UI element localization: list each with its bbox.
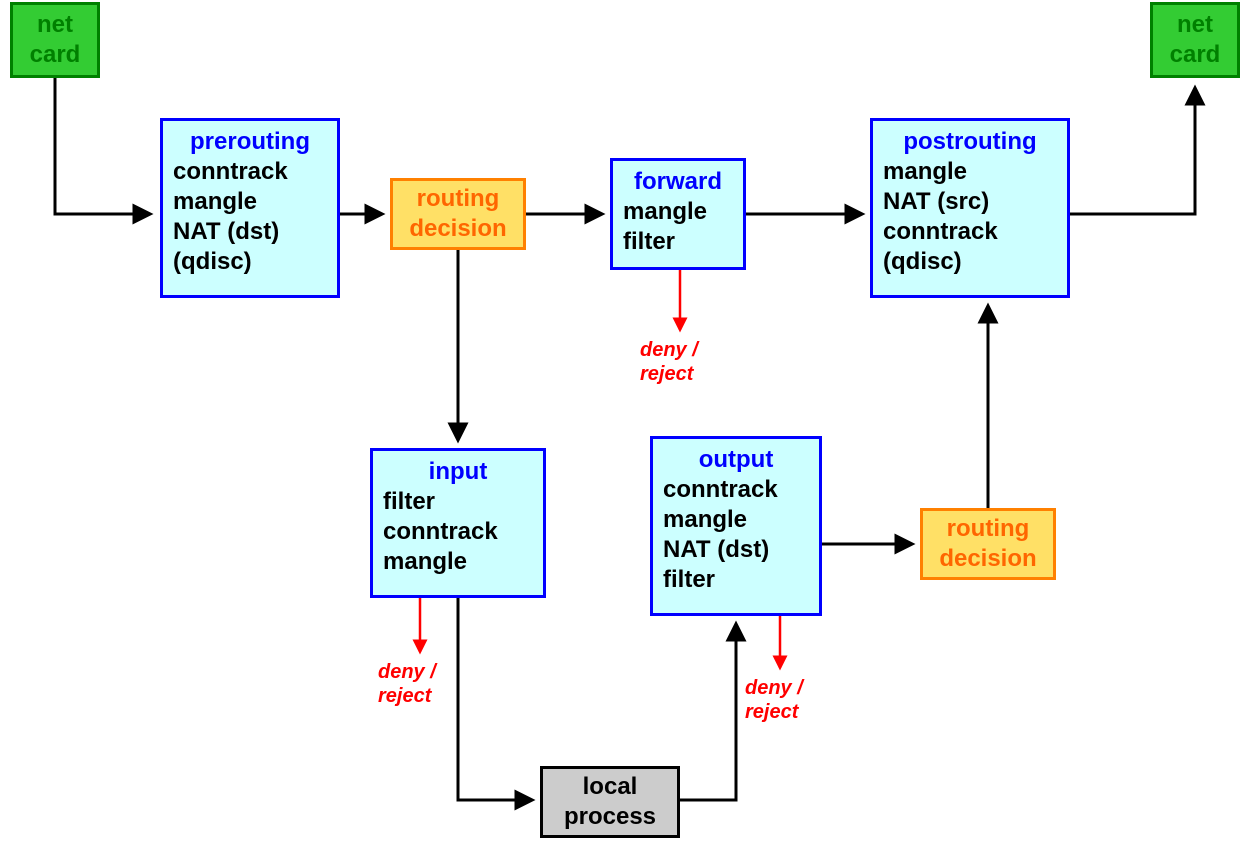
deny-label-output: deny / reject <box>745 676 803 724</box>
postrouting-body: mangle NAT (src) conntrack (qdisc) <box>883 158 998 275</box>
postrouting-title: postrouting <box>883 127 1057 157</box>
node-forward: forward mangle filter <box>610 158 746 270</box>
node-prerouting: prerouting conntrack mangle NAT (dst) (q… <box>160 118 340 298</box>
prerouting-title: prerouting <box>173 127 327 157</box>
node-input: input filter conntrack mangle <box>370 448 546 598</box>
node-netcard-out: net card <box>1150 2 1240 78</box>
output-title: output <box>663 445 809 475</box>
netcard-out-label: net card <box>1170 10 1221 70</box>
input-body: filter conntrack mangle <box>383 488 498 575</box>
output-body: conntrack mangle NAT (dst) filter <box>663 476 778 593</box>
node-routing-decision-2: routing decision <box>920 508 1056 580</box>
local-label: local process <box>564 772 656 832</box>
prerouting-body: conntrack mangle NAT (dst) (qdisc) <box>173 158 288 275</box>
node-routing-decision-1: routing decision <box>390 178 526 250</box>
node-postrouting: postrouting mangle NAT (src) conntrack (… <box>870 118 1070 298</box>
deny-label-forward: deny / reject <box>640 338 698 386</box>
routing1-label: routing decision <box>409 184 506 244</box>
node-output: output conntrack mangle NAT (dst) filter <box>650 436 822 616</box>
forward-body: mangle filter <box>623 198 707 255</box>
routing2-label: routing decision <box>939 514 1036 574</box>
node-netcard-in: net card <box>10 2 100 78</box>
deny-label-input: deny / reject <box>378 660 436 708</box>
forward-title: forward <box>623 167 733 197</box>
input-title: input <box>383 457 533 487</box>
node-local-process: local process <box>540 766 680 838</box>
diagram-canvas: net card net card prerouting conntrack m… <box>0 0 1256 847</box>
netcard-in-label: net card <box>30 10 81 70</box>
